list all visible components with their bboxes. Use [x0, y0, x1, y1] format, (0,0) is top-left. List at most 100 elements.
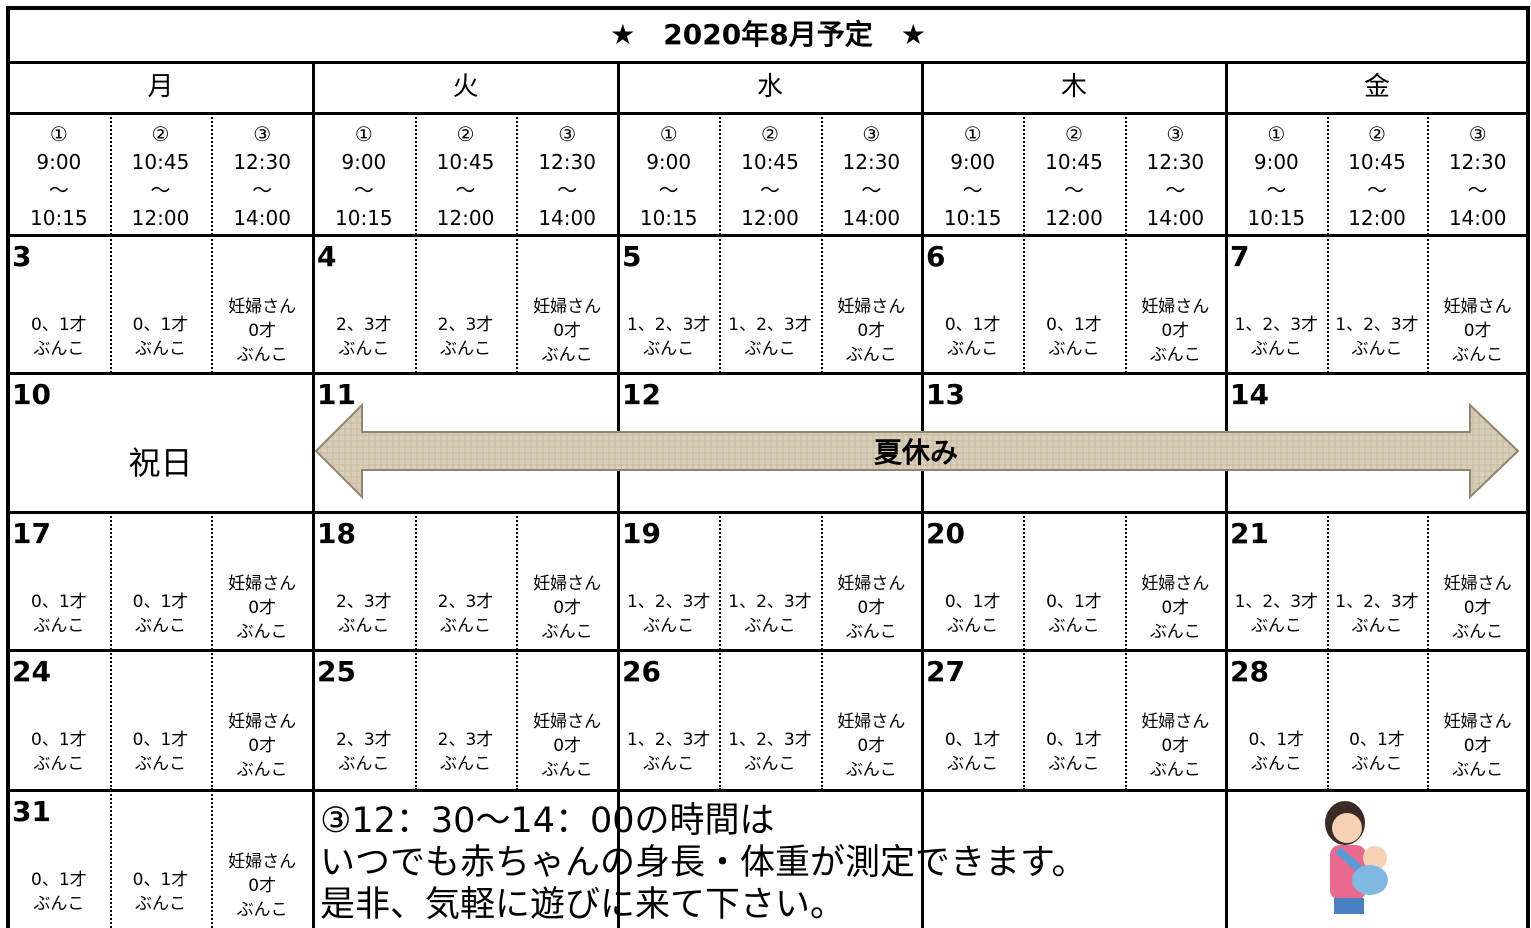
cell-text: 0才 — [857, 321, 886, 341]
cell-text: ぶんこ — [1452, 760, 1504, 780]
dotted-line — [1023, 113, 1026, 235]
date: 11 — [317, 378, 356, 411]
dotted-line — [820, 650, 823, 790]
cell-text: 1、2、3才 — [1234, 592, 1319, 612]
slot-separator: ～ — [455, 178, 476, 202]
cell-text: ぶんこ — [439, 754, 491, 774]
cell-text: 1、2、3才 — [626, 592, 711, 612]
dotted-line — [1326, 650, 1329, 790]
cell-text: 妊婦さん — [533, 297, 602, 317]
cell-text: 妊婦さん — [837, 712, 906, 732]
cell-text: ぶんこ — [236, 760, 288, 780]
date: 6 — [926, 240, 946, 273]
date: 24 — [12, 655, 51, 688]
cell-text: 0才 — [1463, 321, 1492, 341]
slot-separator: ～ — [252, 178, 273, 202]
cell-text: ぶんこ — [541, 345, 593, 365]
dotted-line — [820, 113, 823, 235]
slot-end: 14:00 — [842, 206, 901, 230]
cell-text: 2、3才 — [437, 592, 494, 612]
weekday: 水 — [756, 72, 783, 102]
slot-number: ① — [963, 122, 982, 146]
date: 28 — [1230, 655, 1269, 688]
cell-text: 妊婦さん — [228, 297, 297, 317]
slot-end: 10:15 — [943, 206, 1002, 230]
weekday: 月 — [147, 72, 174, 102]
cell-text: ぶんこ — [744, 616, 796, 636]
cell-text: 0才 — [1161, 321, 1190, 341]
weekday: 金 — [1363, 72, 1390, 102]
grid-line — [312, 62, 315, 928]
summer-arrow — [314, 402, 1520, 500]
cell-text: ぶんこ — [236, 622, 288, 642]
slot-separator: ～ — [1063, 178, 1084, 202]
slot-start: 12:30 — [233, 150, 291, 174]
slot-separator: ～ — [759, 178, 780, 202]
cell-text: 1、2、3才 — [1234, 315, 1319, 335]
slot-number: ① — [659, 122, 678, 146]
cell-text: 0、1才 — [132, 730, 189, 750]
cell-text: 0、1才 — [132, 870, 189, 890]
slot-start: 9:00 — [36, 150, 82, 174]
cell-text: 0、1才 — [944, 315, 1001, 335]
cell-text: 0才 — [553, 321, 582, 341]
dotted-line — [1427, 235, 1430, 373]
cell-text: 0、1才 — [31, 730, 87, 750]
dotted-line — [719, 235, 722, 373]
dotted-line — [820, 512, 823, 650]
dotted-line — [1124, 235, 1127, 373]
slot-end: 14:00 — [233, 206, 291, 230]
dotted-line — [414, 235, 417, 373]
cell-text: 0、1才 — [132, 315, 189, 335]
date: 31 — [12, 795, 51, 828]
grid-line — [1225, 62, 1228, 928]
slot-end: 10:15 — [30, 206, 88, 230]
slot-end: 14:00 — [1448, 206, 1507, 230]
weekday: 木 — [1060, 72, 1087, 102]
cell-text: ぶんこ — [541, 760, 593, 780]
cell-text: 0才 — [1161, 598, 1190, 618]
cell-text: 0才 — [857, 736, 886, 756]
cell-text: ぶんこ — [1149, 622, 1201, 642]
slot-separator: ～ — [962, 178, 983, 202]
dotted-line — [1427, 113, 1430, 235]
cell-text: 妊婦さん — [228, 712, 297, 732]
slot-number: ② — [151, 122, 170, 146]
cell-text: 1、2、3才 — [1335, 315, 1419, 335]
date: 26 — [622, 655, 661, 688]
dotted-line — [516, 113, 519, 235]
cell-text: ぶんこ — [134, 754, 186, 774]
cell-text: ぶんこ — [1452, 345, 1504, 365]
cell-text: 1、2、3才 — [728, 730, 812, 750]
cell-text: ぶんこ — [33, 754, 85, 774]
dotted-line — [211, 650, 214, 790]
cell-text: 0、1才 — [31, 315, 87, 335]
slot-end: 12:00 — [1045, 206, 1103, 230]
cell-text: 0才 — [553, 736, 582, 756]
slot-number: ① — [49, 122, 68, 146]
cell-text: ぶんこ — [1250, 754, 1302, 774]
dotted-line — [211, 235, 214, 373]
dotted-line — [109, 790, 112, 928]
cell-text: ぶんこ — [236, 900, 288, 920]
grid-line — [8, 234, 1528, 237]
slot-separator: ～ — [150, 178, 171, 202]
slot-separator: ～ — [1366, 178, 1387, 202]
dotted-line — [516, 650, 519, 790]
slot-number: ① — [354, 122, 373, 146]
slot-number: ② — [1065, 122, 1083, 146]
cell-text: 0才 — [248, 598, 277, 618]
cell-text: ぶんこ — [1351, 339, 1403, 359]
date: 3 — [12, 240, 32, 273]
mother-baby-illustration — [1325, 801, 1388, 914]
dotted-line — [1124, 113, 1127, 235]
cell-text: 妊婦さん — [1443, 712, 1512, 732]
cell-text: ぶんこ — [338, 616, 390, 636]
date: 25 — [317, 655, 356, 688]
cell-text: 0才 — [1161, 736, 1190, 756]
dotted-line — [414, 650, 417, 790]
slot-start: 10:45 — [741, 150, 799, 174]
slot-end: 10:15 — [639, 206, 698, 230]
slot-end: 14:00 — [538, 206, 596, 230]
cell-text: 妊婦さん — [837, 297, 906, 317]
